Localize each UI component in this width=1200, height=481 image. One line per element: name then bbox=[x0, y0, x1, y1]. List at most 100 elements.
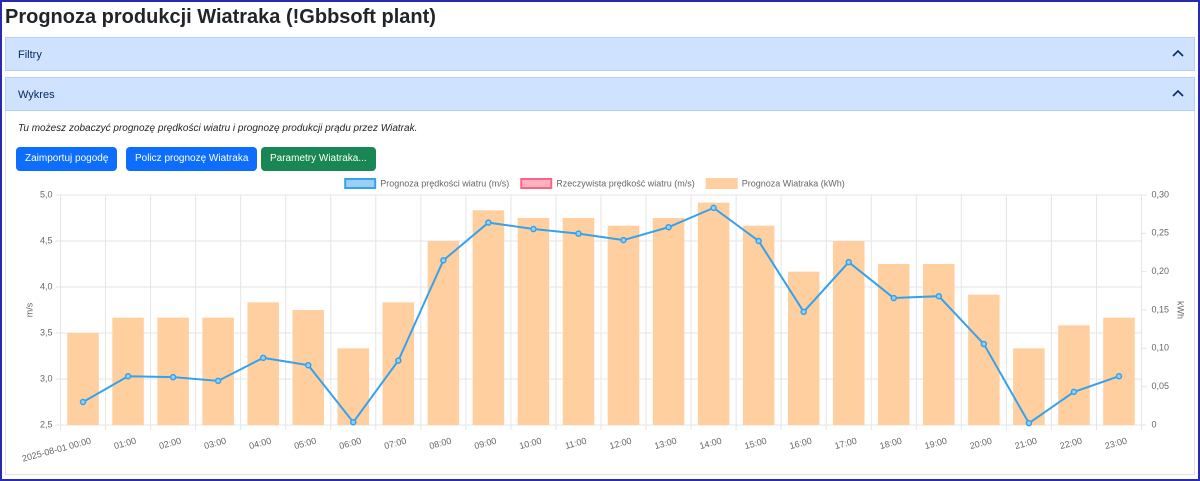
x-tick-label: 14:00 bbox=[698, 436, 722, 451]
bar bbox=[697, 202, 730, 425]
button[interactable]: Parametry Wiatraka... bbox=[261, 147, 376, 171]
x-tick-label: 2025-08-01 00:00 bbox=[21, 436, 92, 464]
point bbox=[620, 236, 627, 244]
bar bbox=[652, 218, 685, 425]
y2-tick-label: 0,05 bbox=[1152, 381, 1170, 391]
button[interactable]: Zaimportuj pogodę bbox=[16, 147, 118, 171]
bar bbox=[112, 317, 144, 425]
x-tick-label: 05:00 bbox=[293, 436, 317, 451]
bar bbox=[607, 225, 640, 425]
point bbox=[304, 361, 312, 369]
x-tick-label: 15:00 bbox=[743, 436, 767, 451]
point bbox=[845, 258, 852, 266]
legend-item: Rzeczywista prędkość wiatru (m/s) bbox=[520, 178, 695, 189]
point bbox=[1115, 372, 1123, 380]
legend-swatch bbox=[705, 178, 738, 189]
x-tick-label: 09:00 bbox=[473, 436, 497, 451]
x-tick-label: 07:00 bbox=[383, 436, 407, 451]
y2-tick-label: 0,10 bbox=[1152, 343, 1170, 353]
point bbox=[890, 294, 898, 302]
x-tick-label: 10:00 bbox=[518, 436, 542, 451]
legend-label: Rzeczywista prędkość wiatru (m/s) bbox=[556, 178, 695, 188]
point bbox=[1025, 419, 1033, 427]
point bbox=[169, 373, 177, 381]
y2-tick-label: 0,30 bbox=[1152, 189, 1170, 199]
line bbox=[82, 206, 1120, 425]
point bbox=[1070, 388, 1078, 396]
chevron bbox=[1172, 49, 1184, 57]
point bbox=[980, 340, 988, 348]
button[interactable]: Policz prognozę Wiatraka bbox=[126, 147, 258, 171]
point bbox=[665, 223, 672, 231]
point bbox=[440, 257, 447, 264]
x-tick-label: 16:00 bbox=[788, 436, 812, 451]
bar bbox=[202, 317, 234, 425]
point bbox=[935, 292, 943, 300]
point bbox=[395, 357, 402, 364]
bar bbox=[517, 218, 550, 425]
panel-title: Filtry bbox=[18, 49, 42, 61]
panel-header[interactable]: Filtry bbox=[5, 37, 1195, 71]
description: Tu możesz zobaczyć prognozę prędkości wi… bbox=[18, 123, 418, 134]
legend-label: Prognoza prędkości wiatru (m/s) bbox=[380, 178, 509, 188]
point bbox=[214, 377, 222, 385]
x-tick-label: 12:00 bbox=[608, 436, 632, 451]
bar bbox=[562, 218, 595, 425]
x-tick-label: 20:00 bbox=[969, 436, 993, 451]
x-tick-label: 01:00 bbox=[113, 436, 137, 451]
point bbox=[530, 225, 537, 233]
point bbox=[124, 372, 132, 380]
legend-item: Prognoza prędkości wiatru (m/s) bbox=[344, 178, 509, 189]
bar bbox=[337, 348, 370, 425]
bar bbox=[1103, 317, 1135, 425]
x-tick-label: 22:00 bbox=[1059, 436, 1083, 451]
point bbox=[259, 354, 267, 362]
y-tick-label: 2,5 bbox=[40, 419, 53, 429]
bar bbox=[427, 241, 460, 425]
point bbox=[575, 230, 582, 237]
legend-swatch bbox=[520, 178, 553, 189]
x-tick-label: 18:00 bbox=[879, 436, 903, 451]
y2-tick-label: 0,25 bbox=[1152, 228, 1170, 238]
x-tick-label: 17:00 bbox=[834, 436, 858, 451]
point bbox=[350, 418, 357, 426]
y-tick-label: 3,5 bbox=[40, 327, 53, 337]
bar bbox=[968, 294, 1000, 425]
bar bbox=[1013, 348, 1045, 425]
y-tick-label: 5,0 bbox=[40, 189, 53, 199]
y2-tick-label: 0 bbox=[1152, 419, 1157, 429]
x-tick-label: 03:00 bbox=[203, 436, 227, 451]
bar bbox=[157, 317, 189, 425]
x-tick-label: 06:00 bbox=[338, 436, 362, 451]
y2-tick-label: 0,20 bbox=[1152, 266, 1170, 276]
y-tick-label: 3,0 bbox=[40, 373, 53, 383]
y2-axis-label: kWh bbox=[1176, 301, 1186, 319]
x-tick-label: 08:00 bbox=[428, 436, 452, 451]
bar bbox=[1058, 325, 1090, 425]
panel-body bbox=[5, 111, 1195, 475]
x-tick-label: 02:00 bbox=[158, 436, 182, 451]
x-tick-label: 21:00 bbox=[1014, 436, 1038, 451]
point bbox=[79, 398, 87, 406]
page-title: Prognoza produkcji Wiatraka (!Gbbsoft pl… bbox=[5, 6, 436, 28]
legend-item: Prognoza Wiatraka (kWh) bbox=[705, 178, 845, 189]
point bbox=[485, 219, 492, 226]
point bbox=[755, 237, 762, 245]
x-tick-label: 04:00 bbox=[248, 436, 272, 451]
bar bbox=[67, 333, 99, 425]
bar bbox=[472, 210, 505, 425]
bar bbox=[832, 241, 865, 425]
x-tick-label: 19:00 bbox=[924, 436, 948, 451]
panel-header[interactable]: Wykres bbox=[5, 77, 1195, 111]
x-tick-label: 11:00 bbox=[564, 436, 588, 451]
bar bbox=[742, 225, 775, 425]
bar bbox=[923, 264, 955, 425]
y-tick-label: 4,0 bbox=[40, 281, 53, 291]
x-tick-label: 13:00 bbox=[653, 436, 677, 451]
bar bbox=[787, 271, 820, 425]
legend-label: Prognoza Wiatraka (kWh) bbox=[742, 178, 845, 188]
legend: Prognoza prędkości wiatru (m/s) Rzeczywis… bbox=[344, 178, 845, 189]
panel-title: Wykres bbox=[18, 89, 55, 101]
